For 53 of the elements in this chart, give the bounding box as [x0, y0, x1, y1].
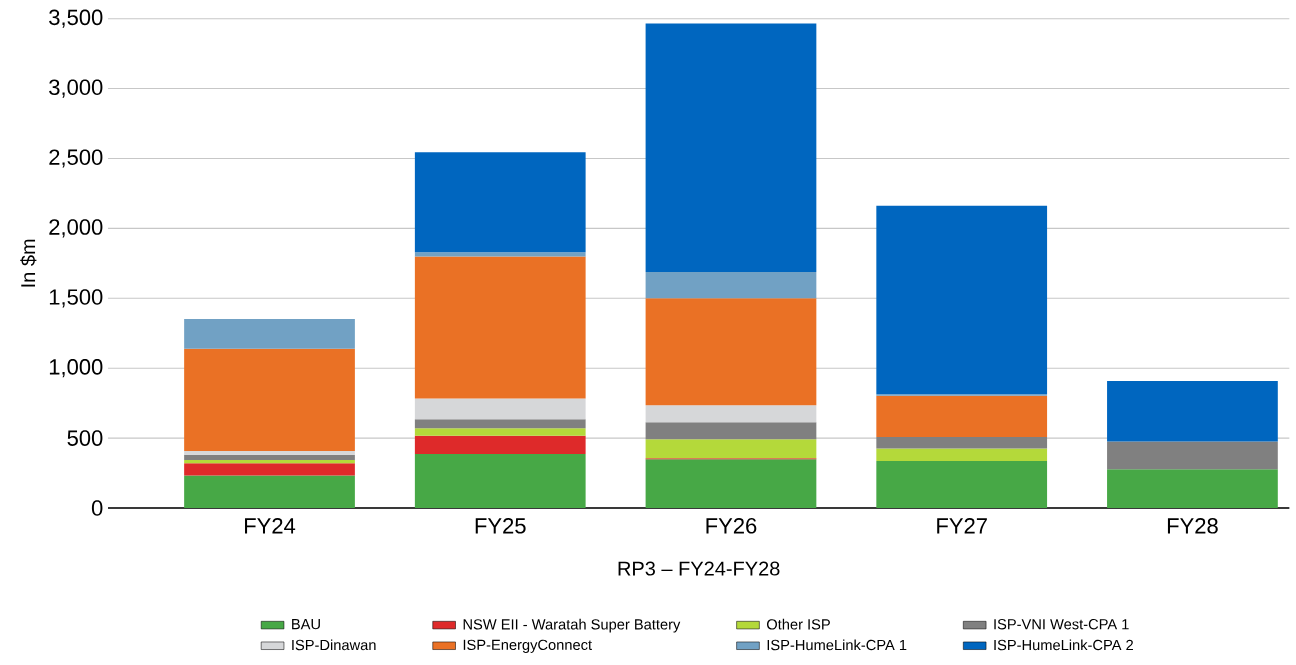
bar	[645, 459, 817, 508]
y-tick-label: 1,500	[49, 289, 103, 308]
legend-label: Other ISP	[766, 618, 830, 630]
x-tick-label: FY24	[245, 518, 296, 534]
bar	[414, 419, 586, 429]
bar	[1107, 469, 1278, 508]
legend-label: ISP-HumeLink-CPA 2	[994, 639, 1133, 651]
x-tick-label: FY25	[475, 518, 526, 534]
bar	[414, 428, 586, 436]
x-tick-label: FY26	[706, 518, 757, 534]
y-tick-label: 2,500	[49, 149, 103, 168]
bar	[645, 298, 817, 406]
bar	[876, 448, 1048, 461]
y-tick-label: 3,000	[49, 79, 103, 98]
bar	[645, 272, 817, 299]
legend-label: ISP-Dinawan	[292, 639, 376, 651]
legend-label: ISP-EnergyConnect	[463, 639, 592, 653]
bar	[184, 463, 355, 476]
bar	[876, 436, 1048, 449]
bar	[414, 398, 586, 420]
bar	[414, 435, 586, 454]
legend-label: ISP-VNI West-CPA 1	[994, 619, 1129, 630]
bar	[184, 459, 355, 464]
bar	[645, 23, 817, 272]
bar	[184, 348, 355, 451]
legend-label: BAU	[292, 619, 320, 630]
bar	[876, 205, 1048, 395]
y-tick-label: 2,000	[49, 219, 103, 238]
y-tick-label: 0	[91, 500, 103, 516]
x-axis-title: RP3 – FY24-FY28	[618, 561, 780, 576]
y-axis-title: In $m	[20, 239, 37, 287]
bar	[876, 460, 1048, 508]
bar	[645, 422, 817, 440]
x-tick-label: FY27	[937, 518, 987, 534]
bar	[414, 453, 586, 508]
y-tick-label: 1,000	[49, 359, 103, 378]
y-tick-label: 3,500	[49, 9, 103, 28]
bar	[876, 395, 1048, 437]
bar	[184, 454, 355, 460]
bar	[184, 450, 355, 455]
bar	[1107, 380, 1278, 442]
bar	[645, 405, 817, 423]
bar	[645, 439, 817, 459]
legend-label: ISP-HumeLink-CPA 1	[767, 639, 907, 651]
y-tick-label: 500	[67, 430, 103, 446]
x-tick-label: FY28	[1167, 518, 1218, 534]
bar	[184, 475, 355, 508]
legend-label: NSW EII - Waratah Super Battery	[463, 618, 681, 633]
bar	[1107, 441, 1278, 470]
bar	[414, 152, 586, 253]
bar	[414, 252, 586, 257]
bar	[414, 256, 586, 399]
bar	[184, 319, 355, 349]
